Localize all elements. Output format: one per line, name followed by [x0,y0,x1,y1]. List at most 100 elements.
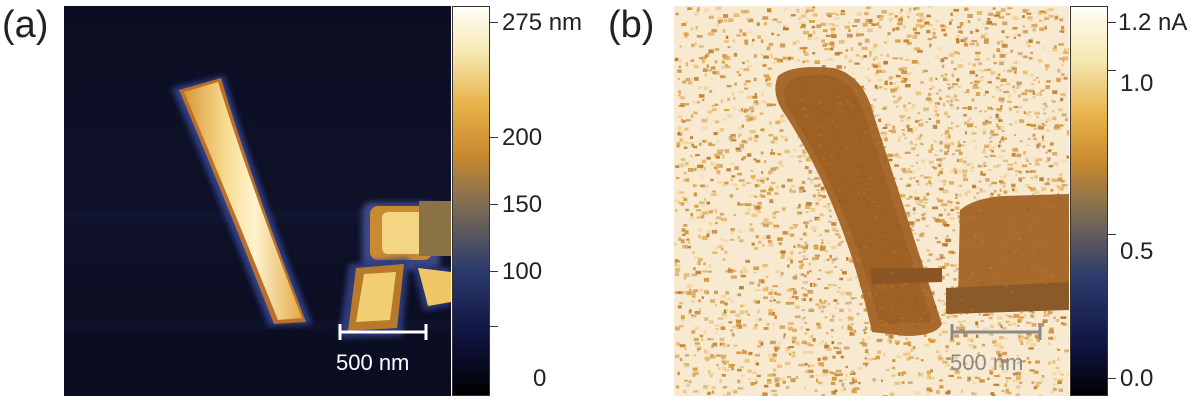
noise-speck [1056,126,1062,130]
noise-speck [907,341,911,344]
noise-speck [691,273,697,277]
noise-speck [983,69,988,72]
rod-speck [1038,269,1042,272]
noise-speck [1020,311,1023,314]
noise-speck [887,338,892,342]
rod-speck [834,135,838,138]
noise-speck [730,231,734,235]
colorbar-tick-label: 0.0 [1120,365,1154,392]
noise-speck [817,191,820,194]
noise-speck [893,100,899,105]
noise-speck [1016,153,1022,158]
noise-speck [798,189,804,193]
noise-speck [790,288,796,291]
noise-speck [808,262,811,266]
noise-speck [804,332,808,335]
noise-speck [729,162,735,165]
rod-speck [859,165,863,168]
noise-speck [698,57,704,60]
noise-speck [942,189,949,194]
noise-speck [867,67,871,71]
noise-speck [724,250,728,254]
noise-speck [1060,124,1064,127]
rod-speck [913,307,917,309]
noise-speck [693,337,699,341]
rod-speck [1033,137,1037,140]
noise-speck [710,193,717,197]
rod-speck [845,302,849,305]
noise-speck [777,153,782,156]
rod-speck [916,218,920,221]
noise-speck [826,258,830,262]
noise-speck [1030,314,1034,317]
noise-speck [927,373,931,378]
noise-speck [820,245,826,249]
noise-speck [755,159,761,163]
noise-speck [741,9,747,14]
noise-speck [733,52,738,57]
noise-speck [762,236,766,240]
noise-speck [1060,179,1065,183]
noise-speck [960,39,967,42]
noise-speck [803,350,809,354]
noise-speck [814,389,818,392]
noise-speck [998,97,1005,102]
noise-speck [733,214,737,217]
noise-speck [955,38,960,41]
noise-speck [1029,74,1034,77]
noise-speck [674,259,681,263]
noise-speck [1000,40,1004,44]
noise-speck [782,380,786,384]
rod-speck [812,76,816,79]
noise-speck [991,394,996,396]
rod-speck [924,201,928,204]
noise-speck [939,179,946,183]
noise-speck [881,10,887,14]
noise-speck [721,149,725,152]
noise-speck [710,299,716,303]
noise-speck [972,184,976,189]
noise-speck [1066,155,1069,159]
rod-speck [849,126,853,129]
rod-speck [836,302,840,305]
rod-speck [931,165,935,168]
noise-speck [701,159,707,164]
noise-speck [786,256,793,261]
noise-speck [800,326,804,330]
noise-speck [799,47,804,50]
noise-speck [882,395,888,396]
noise-speck [1036,381,1042,384]
rod-speck [1003,240,1007,243]
noise-speck [680,131,684,135]
noise-speck [711,229,718,234]
rod-speck [831,126,835,129]
noise-speck [768,309,773,313]
rod-speck [819,234,823,236]
noise-speck [731,332,735,337]
noise-speck [757,183,761,188]
noise-speck [1026,341,1030,345]
noise-speck [753,271,758,274]
noise-speck [773,368,777,372]
rod-speck [988,184,992,187]
noise-speck [677,305,682,309]
noise-speck [702,98,705,102]
noise-speck [894,15,898,18]
noise-speck [860,85,864,89]
noise-speck [851,377,856,381]
rod-speck [1010,290,1013,293]
noise-speck [888,334,891,338]
noise-speck [1018,317,1023,321]
noise-speck [790,378,796,383]
noise-speck [692,373,696,377]
noise-speck [782,57,787,60]
noise-speck [880,379,883,382]
rod-speck [988,137,992,139]
noise-speck [736,34,741,37]
noise-speck [737,293,742,297]
noise-speck [721,294,727,299]
noise-speck [1000,324,1003,328]
noise-speck [737,379,741,384]
noise-speck [869,53,872,57]
noise-speck [774,378,779,383]
